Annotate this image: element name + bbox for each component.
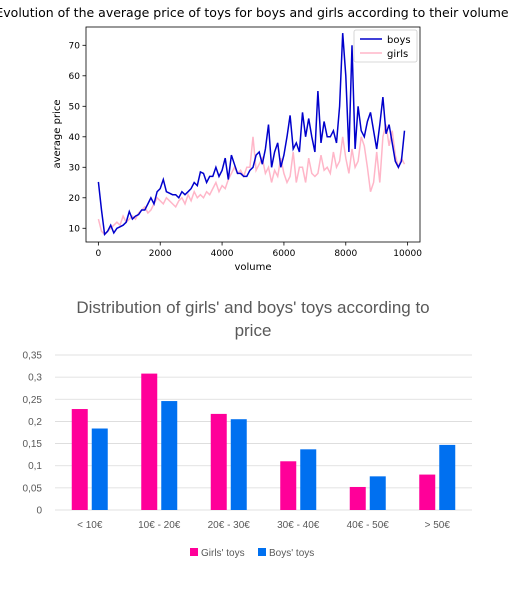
y-tick-label: 0,3 (28, 373, 42, 384)
bar-chart-title-line1: Distribution of girls' and boys' toys ac… (76, 298, 429, 317)
bar-girls (141, 373, 158, 510)
x-tick-label: 6000 (272, 249, 295, 259)
bar-boys (161, 401, 178, 510)
y-tick-label: 50 (69, 102, 81, 112)
legend-box (353, 29, 418, 63)
bar-boys (230, 419, 247, 510)
y-tick-label: 0 (36, 506, 42, 517)
bar-girls (71, 409, 88, 510)
legend-swatch-boys-toys (258, 548, 266, 556)
category-label: 20€ - 30€ (208, 520, 251, 531)
legend-swatch-girls-toys (190, 548, 198, 556)
category-label: 30€ - 40€ (277, 520, 320, 531)
y-tick-label: 0,2 (28, 417, 42, 428)
bar-chart: Distribution of girls' and boys' toys ac… (23, 298, 472, 559)
bar-boys (439, 444, 456, 510)
y-tick-label: 70 (69, 41, 81, 51)
y-tick-label: 20 (69, 194, 81, 204)
y-tick-label: 0,05 (23, 483, 43, 494)
x-tick-label: 0 (96, 249, 102, 259)
legend-label-boys-toys: Boys' toys (269, 548, 314, 559)
x-axis-label: volume (234, 262, 271, 273)
bar-boys (369, 476, 386, 510)
category-label: 10€ - 20€ (138, 520, 181, 531)
bar-chart-title-line2: price (235, 321, 272, 340)
y-tick-label: 30 (69, 163, 81, 173)
legend-label-girls: girls (387, 49, 408, 60)
category-label: < 10€ (77, 520, 103, 531)
y-axis-label: average price (52, 99, 63, 168)
y-tick-label: 10 (69, 224, 81, 234)
series-line-boys (97, 33, 406, 237)
bar-girls (210, 413, 227, 510)
x-tick-label: 4000 (211, 249, 234, 259)
series-line-girls (97, 124, 406, 236)
y-tick-label: 0,35 (23, 351, 43, 362)
legend-label-boys: boys (387, 35, 411, 46)
bar-girls (349, 486, 366, 510)
line-chart-title: Evolution of the average price of toys f… (0, 5, 509, 20)
line-chart: Evolution of the average price of toys f… (0, 5, 509, 273)
legend: boys girls (353, 29, 418, 63)
x-tick-label: 2000 (149, 249, 172, 259)
y-tick-label: 0,25 (23, 395, 43, 406)
plot-frame (85, 26, 421, 243)
y-tick-label: 0,15 (23, 439, 43, 450)
y-tick-label: 60 (69, 72, 81, 82)
y-tick-label: 40 (69, 133, 81, 143)
category-label: > 50€ (425, 520, 451, 531)
bar-legend: Girls' toys Boys' toys (190, 548, 314, 559)
bar-girls (419, 474, 436, 510)
legend-label-girls-toys: Girls' toys (201, 548, 245, 559)
x-tick-label: 8000 (334, 249, 357, 259)
bar-girls (280, 461, 297, 510)
bar-boys (91, 428, 108, 510)
category-label: 40€ - 50€ (347, 520, 390, 531)
bar-boys (300, 449, 317, 510)
x-tick-label: 10000 (393, 249, 422, 259)
y-tick-label: 0,1 (28, 461, 42, 472)
